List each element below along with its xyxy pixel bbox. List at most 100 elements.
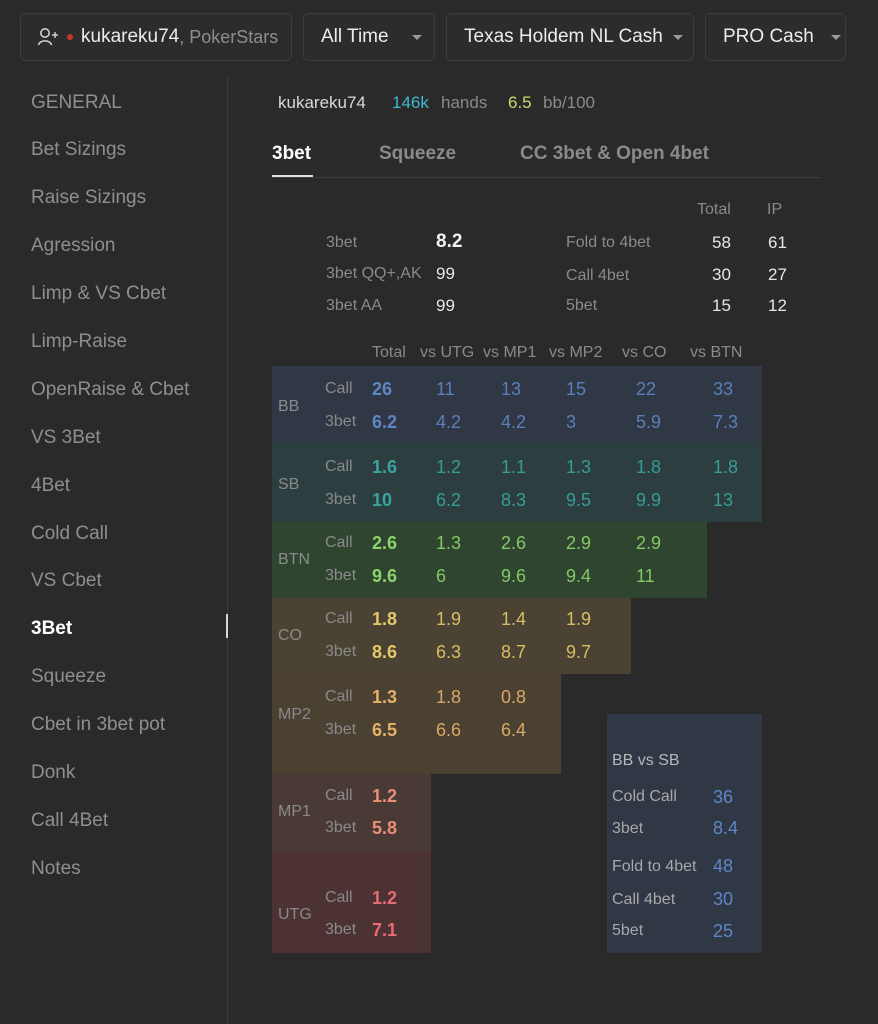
- bb-vs-sb-label: 5bet: [612, 922, 644, 939]
- chevron-down-icon: [830, 34, 841, 40]
- stat-cell: 2.6: [372, 533, 398, 553]
- sidebar: [0, 76, 228, 1024]
- stat-cell: 6: [436, 566, 447, 586]
- profile-dropdown[interactable]: PRO Cash: [705, 13, 846, 61]
- stat-cell: 8.3: [501, 490, 527, 510]
- stat-cell: 22: [636, 379, 657, 399]
- time-filter-value: All Time: [321, 26, 389, 47]
- sidebar-item-limp-raise[interactable]: Limp-Raise: [31, 331, 128, 352]
- sidebar-item-squeeze[interactable]: Squeeze: [31, 666, 107, 687]
- stat-cell: 6.3: [436, 642, 462, 662]
- stat-cell: 5.9: [636, 412, 662, 432]
- winrate-label: bb/100: [543, 93, 595, 112]
- stat-cell: 1.8: [636, 457, 662, 477]
- summary-col-total: Total: [697, 201, 731, 218]
- bb-vs-sb-label: Cold Call: [612, 788, 677, 805]
- row-label: Call: [325, 380, 353, 397]
- stat-cell: 5.8: [372, 818, 398, 838]
- stat-cell: 1.2: [372, 888, 398, 908]
- stat-cell: 4.2: [501, 412, 527, 432]
- tab-squeeze[interactable]: Squeeze: [379, 143, 457, 164]
- summary-ip: 61: [768, 233, 787, 252]
- stat-cell: 1.1: [501, 457, 527, 477]
- matrix-col-header: vs UTG: [420, 344, 475, 361]
- status-dot: [67, 34, 73, 40]
- row-label: 3bet: [325, 567, 357, 584]
- sidebar-active-marker: [226, 614, 228, 638]
- position-block-btn: [272, 522, 707, 598]
- row-label: Call: [325, 610, 353, 627]
- position-label: SB: [278, 476, 300, 493]
- stat-cell: 1.9: [566, 609, 592, 629]
- sidebar-item-4bet[interactable]: 4Bet: [31, 475, 71, 496]
- stat-cell: 9.9: [636, 490, 662, 510]
- summary-value: 99: [436, 264, 455, 283]
- chevron-down-icon: [411, 34, 422, 40]
- sidebar-item-3bet[interactable]: 3Bet: [31, 618, 73, 639]
- stat-cell: 1.3: [566, 457, 592, 477]
- game-value: Texas Holdem NL Cash: [464, 26, 663, 47]
- position-block-mp2: [272, 674, 561, 774]
- row-label: 3bet: [325, 819, 357, 836]
- sidebar-item-agression[interactable]: Agression: [31, 235, 116, 256]
- stat-cell: 6.5: [372, 720, 398, 740]
- row-label: 3bet: [325, 413, 357, 430]
- row-label: Call: [325, 534, 353, 551]
- stat-cell: 2.9: [566, 533, 592, 553]
- stat-cell: 4.2: [436, 412, 462, 432]
- summary-label: 3bet QQ+,AK: [326, 265, 422, 282]
- bb-vs-sb-value: 25: [713, 921, 734, 941]
- sidebar-item-call-4bet[interactable]: Call 4Bet: [31, 810, 109, 831]
- time-filter-dropdown[interactable]: All Time: [303, 13, 435, 61]
- matrix-col-header: vs BTN: [690, 344, 743, 361]
- position-label: MP2: [278, 706, 311, 723]
- tab-cc-3bet-open-4bet[interactable]: CC 3bet & Open 4bet: [520, 143, 709, 164]
- summary-label: 5bet: [566, 297, 598, 314]
- sidebar-item-vs-3bet[interactable]: VS 3Bet: [31, 427, 101, 448]
- row-label: Call: [325, 787, 353, 804]
- bb-vs-sb-value: 30: [713, 889, 734, 909]
- stat-cell: 1.8: [372, 609, 398, 629]
- stat-cell: 7.3: [713, 412, 739, 432]
- sidebar-item-notes[interactable]: Notes: [31, 858, 81, 879]
- winrate-value: 6.5: [508, 93, 532, 112]
- summary-total: 58: [712, 233, 731, 252]
- summary-label: Call 4bet: [566, 267, 630, 284]
- sidebar-item-limp-vs-cbet[interactable]: Limp & VS Cbet: [31, 283, 167, 304]
- stat-cell: 1.9: [436, 609, 462, 629]
- stat-cell: 1.6: [372, 457, 398, 477]
- game-dropdown[interactable]: Texas Holdem NL Cash: [446, 13, 694, 61]
- matrix-col-header: vs CO: [622, 344, 667, 361]
- stat-cell: 0.8: [501, 687, 527, 707]
- row-label: Call: [325, 458, 353, 475]
- chevron-down-icon: [672, 34, 683, 40]
- matrix-col-header: vs MP2: [549, 344, 603, 361]
- stat-cell: 1.2: [436, 457, 462, 477]
- player-selector[interactable]: kukareku74 , PokerStars: [20, 13, 292, 61]
- row-label: 3bet: [325, 721, 357, 738]
- sidebar-item-openraise-cbet[interactable]: OpenRaise & Cbet: [31, 379, 190, 400]
- stat-cell: 11: [636, 566, 655, 586]
- sidebar-item-raise-sizings[interactable]: Raise Sizings: [31, 187, 147, 208]
- bb-vs-sb-panel: [607, 714, 762, 953]
- position-label: MP1: [278, 803, 311, 820]
- sidebar-item-cold-call[interactable]: Cold Call: [31, 523, 109, 544]
- sidebar-item-cbet-in-3bet-pot[interactable]: Cbet in 3bet pot: [31, 714, 166, 735]
- summary-ip: 12: [768, 296, 787, 315]
- bb-vs-sb-title: BB vs SB: [612, 752, 680, 769]
- sidebar-item-vs-cbet[interactable]: VS Cbet: [31, 570, 102, 591]
- tab-3bet[interactable]: 3bet: [272, 143, 312, 164]
- position-label: CO: [278, 627, 302, 644]
- stat-cell: 6.6: [436, 720, 462, 740]
- stat-cell: 1.4: [501, 609, 527, 629]
- row-label: Call: [325, 889, 353, 906]
- stat-cell: 6.4: [501, 720, 527, 740]
- stat-cell: 33: [713, 379, 734, 399]
- sidebar-item-bet-sizings[interactable]: Bet Sizings: [31, 139, 127, 160]
- hands-count: 146k: [392, 93, 429, 112]
- row-label: Call: [325, 688, 353, 705]
- stat-cell: 13: [713, 490, 734, 510]
- summary-value: 99: [436, 296, 455, 315]
- stat-cell: 9.6: [372, 566, 398, 586]
- sidebar-item-donk[interactable]: Donk: [31, 762, 76, 783]
